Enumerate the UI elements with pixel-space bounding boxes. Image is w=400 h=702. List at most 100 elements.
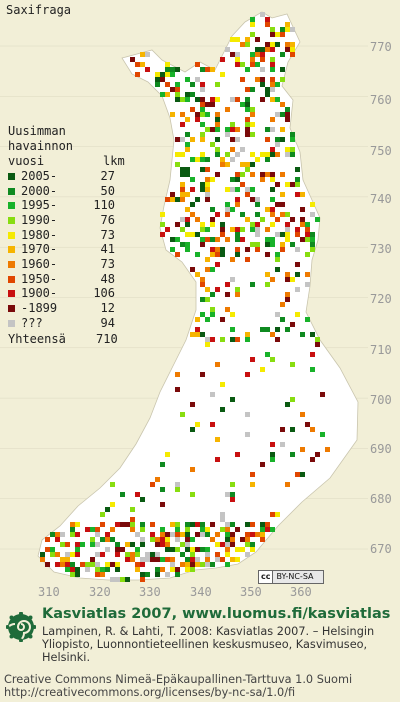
observation-square: [270, 57, 275, 62]
legend-row-label: 1970-: [21, 242, 58, 257]
legend-row-count: 50: [100, 183, 115, 198]
observation-square: [230, 522, 235, 527]
observation-square: [165, 227, 170, 232]
legend-row: 2005- 27: [8, 169, 125, 184]
observation-square: [110, 502, 115, 507]
observation-square: [170, 247, 175, 252]
observation-square: [190, 267, 195, 272]
observation-square: [270, 222, 275, 227]
observation-square: [265, 227, 270, 232]
y-tick-label: 760: [370, 93, 392, 107]
observation-square: [205, 227, 210, 232]
legend-total: Yhteensä 710: [8, 332, 125, 347]
observation-square: [235, 547, 240, 552]
observation-square: [155, 557, 160, 562]
observation-square: [170, 522, 175, 527]
observation-square: [115, 522, 120, 527]
observation-square: [185, 542, 190, 547]
observation-square: [205, 177, 210, 182]
observation-square: [235, 337, 240, 342]
observation-square: [235, 237, 240, 242]
observation-square: [285, 112, 290, 117]
observation-square: [285, 42, 290, 47]
legend-row-label: 1960-: [21, 256, 58, 271]
observation-square: [225, 107, 230, 112]
observation-square: [235, 52, 240, 57]
observation-square: [310, 232, 315, 237]
legend-row-count: 27: [100, 168, 115, 183]
observation-square: [300, 332, 305, 337]
species-title: Saxifraga: [6, 3, 72, 17]
observation-square: [95, 542, 100, 547]
observation-square: [220, 162, 225, 167]
observation-square: [190, 522, 195, 527]
observation-square: [185, 207, 190, 212]
observation-square: [50, 532, 55, 537]
legend-row-count: 110: [93, 198, 115, 213]
observation-square: [180, 182, 185, 187]
observation-square: [265, 87, 270, 92]
observation-square: [255, 227, 260, 232]
observation-square: [240, 537, 245, 542]
observation-square: [245, 102, 250, 107]
observation-square: [225, 537, 230, 542]
observation-square: [305, 317, 310, 322]
observation-square: [185, 532, 190, 537]
observation-square: [190, 232, 195, 237]
legend-row-label: 2005-: [21, 168, 58, 183]
observation-square: [295, 272, 300, 277]
observation-square: [280, 32, 285, 37]
license-url-link[interactable]: http://creativecommons.org/licenses/by-n…: [4, 686, 296, 699]
observation-square: [160, 77, 165, 82]
observation-square: [265, 42, 270, 47]
observation-square: [205, 237, 210, 242]
atlas-title-link[interactable]: Kasviatlas 2007, www.luomus.fi/kasviatla…: [42, 606, 391, 622]
observation-square: [255, 202, 260, 207]
observation-square: [245, 257, 250, 262]
observation-square: [215, 112, 220, 117]
observation-square: [75, 542, 80, 547]
legend-swatch: [8, 275, 15, 283]
observation-square: [235, 152, 240, 157]
observation-square: [190, 177, 195, 182]
observation-square: [285, 482, 290, 487]
y-tick-label: 690: [370, 442, 392, 456]
observation-square: [195, 422, 200, 427]
observation-square: [160, 212, 165, 217]
observation-square: [285, 182, 290, 187]
observation-square: [115, 562, 120, 567]
observation-square: [305, 282, 310, 287]
observation-square: [210, 537, 215, 542]
observation-square: [310, 457, 315, 462]
observation-square: [260, 82, 265, 87]
observation-square: [260, 537, 265, 542]
observation-square: [270, 117, 275, 122]
observation-square: [185, 132, 190, 137]
observation-square: [235, 97, 240, 102]
legend-row-count: 73: [100, 256, 115, 271]
observation-square: [155, 542, 160, 547]
observation-square: [270, 512, 275, 517]
observation-square: [315, 342, 320, 347]
observation-square: [245, 332, 250, 337]
observation-square: [170, 192, 175, 197]
observation-square: [250, 22, 255, 27]
observation-square: [280, 202, 285, 207]
observation-square: [245, 522, 250, 527]
observation-square: [190, 552, 195, 557]
observation-square: [260, 527, 265, 532]
observation-square: [270, 332, 275, 337]
observation-square: [215, 552, 220, 557]
observation-square: [285, 402, 290, 407]
observation-square: [70, 527, 75, 532]
observation-square: [170, 532, 175, 537]
observation-square: [220, 157, 225, 162]
observation-square: [270, 207, 275, 212]
observation-square: [160, 92, 165, 97]
observation-square: [210, 292, 215, 297]
observation-square: [235, 252, 240, 257]
citation-text: Lampinen, R. & Lahti, T. 2008: Kasviatla…: [42, 625, 375, 664]
observation-square: [230, 327, 235, 332]
observation-square: [120, 547, 125, 552]
observation-square: [230, 532, 235, 537]
